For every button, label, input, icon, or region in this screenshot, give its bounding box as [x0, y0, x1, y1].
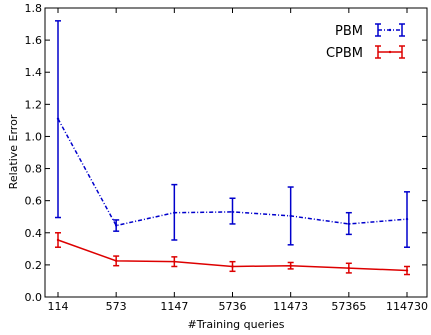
data-point — [231, 210, 234, 214]
data-point — [114, 224, 118, 227]
data-point — [231, 265, 234, 268]
legend-marker — [388, 28, 392, 32]
y-tick-label: 0.6 — [25, 195, 43, 208]
series-layer — [55, 20, 410, 276]
data-point — [56, 117, 60, 120]
x-tick-label: 1147 — [160, 300, 188, 313]
data-point — [347, 222, 351, 226]
legend: PBM CPBM — [326, 23, 405, 61]
data-point — [173, 260, 176, 263]
legend-marker — [388, 50, 392, 54]
y-tick-label: 1.0 — [25, 130, 43, 143]
y-axis: 0.0 0.2 0.4 0.6 0.8 1.0 1.2 1.4 1.6 1.8 — [25, 2, 427, 304]
x-tick-label: 5736 — [219, 300, 247, 313]
data-point — [405, 269, 409, 272]
data-point — [289, 264, 292, 267]
y-tick-label: 1.8 — [25, 2, 43, 15]
data-point — [347, 266, 351, 270]
y-tick-label: 1.6 — [25, 34, 43, 47]
legend-label-pbm: PBM — [335, 24, 363, 39]
x-tick-label: 114730 — [386, 300, 428, 313]
legend-label-cpbm: CPBM — [326, 46, 363, 61]
x-tick-label: 57365 — [331, 300, 366, 313]
data-point — [56, 238, 60, 242]
x-axis: 114 573 1147 5736 11473 57365 114730 — [48, 8, 428, 313]
data-point — [173, 211, 176, 214]
x-tick-label: 114 — [48, 300, 69, 313]
y-tick-label: 1.2 — [25, 98, 43, 111]
x-tick-label: 573 — [106, 300, 127, 313]
y-tick-label: 0.2 — [25, 259, 43, 272]
plot-area — [44, 7, 428, 298]
y-tick-label: 0.4 — [25, 227, 43, 240]
x-axis-title: #Training queries — [188, 318, 285, 331]
x-tick-label: 11473 — [273, 300, 308, 313]
y-axis-title: Relative Error — [7, 114, 20, 189]
y-tick-label: 0.0 — [25, 291, 43, 304]
data-point — [114, 259, 118, 263]
y-tick-label: 1.4 — [25, 66, 43, 79]
y-tick-label: 0.8 — [25, 163, 43, 176]
data-point — [289, 214, 292, 218]
data-point — [405, 217, 409, 221]
